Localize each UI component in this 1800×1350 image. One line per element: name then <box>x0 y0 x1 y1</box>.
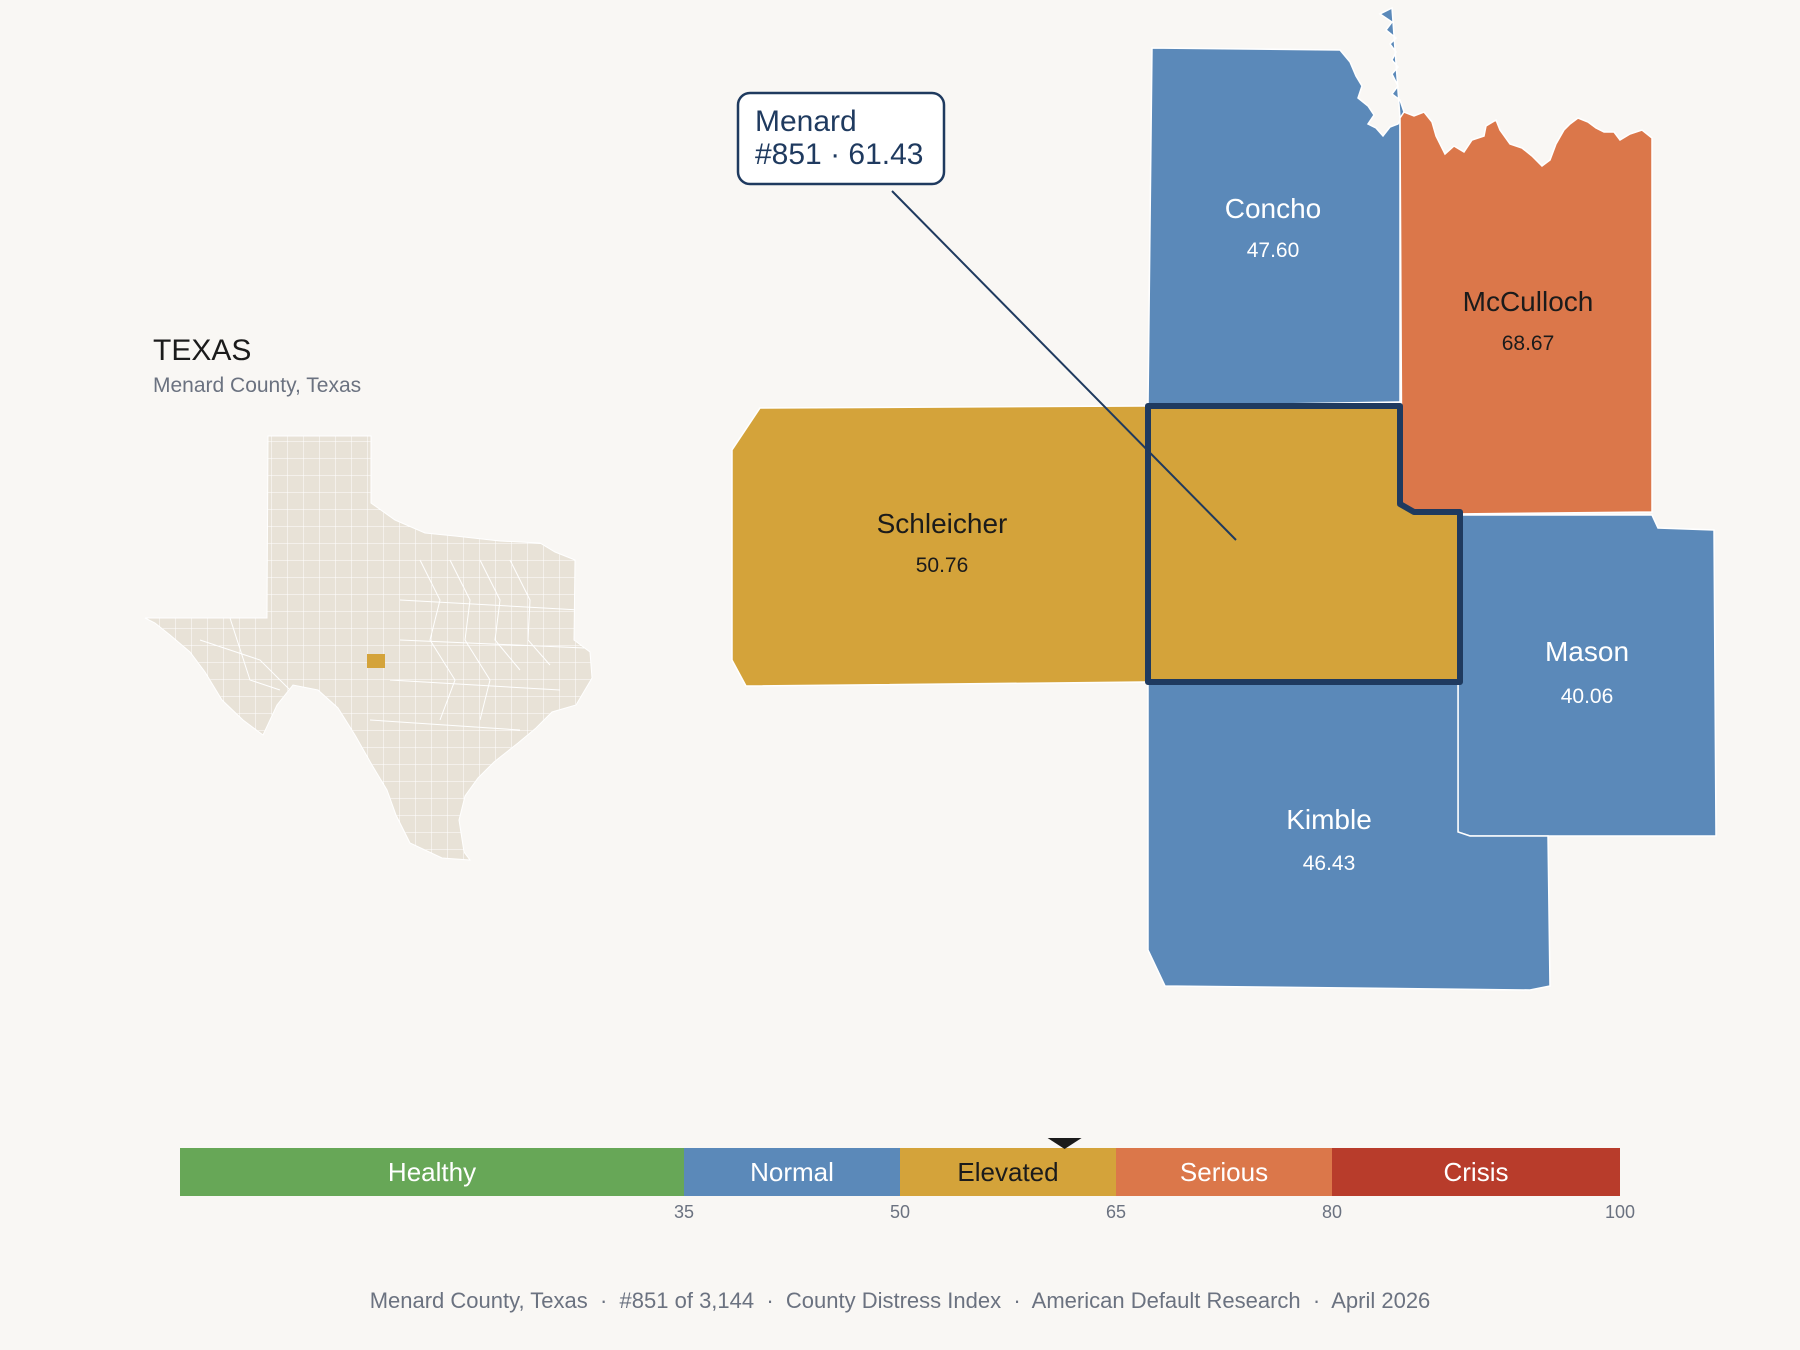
legend-label-serious: Serious <box>1180 1157 1268 1187</box>
legend-tick: 65 <box>1106 1202 1126 1222</box>
legend-ticks: 35 50 65 80 100 <box>674 1202 1635 1222</box>
legend-segment-crisis <box>1332 1148 1620 1196</box>
legend-segment-serious <box>1116 1148 1332 1196</box>
callout-box <box>736 91 946 186</box>
county-labels: Concho 47.60 McCulloch 68.67 Schleicher … <box>877 193 1629 875</box>
county-kimble[interactable] <box>1147 681 1551 991</box>
legend-tick: 80 <box>1322 1202 1342 1222</box>
legend-segment-healthy <box>180 1148 684 1196</box>
legend: Healthy Normal Elevated Serious Crisis 35 50 6… <box>180 1138 1635 1222</box>
callout-title: Menard <box>755 105 857 138</box>
label-schleicher-name: Schleicher <box>877 508 1008 539</box>
label-concho-value: 47.60 <box>1247 239 1300 262</box>
label-kimble-value: 46.43 <box>1303 852 1356 875</box>
counties <box>731 6 1717 991</box>
legend-segment-normal <box>684 1148 900 1196</box>
legend-marker <box>1047 1138 1082 1149</box>
texas-county-lines <box>199 559 586 731</box>
county-schleicher[interactable] <box>731 405 1149 687</box>
label-mcculloch-value: 68.67 <box>1502 332 1555 355</box>
legend-tick: 35 <box>674 1202 694 1222</box>
legend-label-healthy: Healthy <box>388 1157 476 1187</box>
legend-tick: 50 <box>890 1202 910 1222</box>
county-concho[interactable] <box>1147 6 1405 407</box>
callout: Menard #851 · 61.43 <box>736 91 1237 541</box>
label-mcculloch-name: McCulloch <box>1463 286 1594 317</box>
legend-segments: Healthy Normal Elevated Serious Crisis <box>180 1148 1620 1196</box>
legend-label-normal: Normal <box>750 1157 834 1187</box>
label-mason-name: Mason <box>1545 636 1629 667</box>
label-schleicher-value: 50.76 <box>916 554 969 577</box>
state-subtitle: Menard County, Texas <box>153 374 361 397</box>
label-kimble-name: Kimble <box>1286 804 1372 835</box>
label-concho-name: Concho <box>1225 193 1322 224</box>
county-mason[interactable] <box>1457 514 1717 837</box>
legend-tick: 100 <box>1605 1202 1635 1222</box>
state-title: TEXAS <box>153 334 251 367</box>
callout-rank-score: #851 · 61.43 <box>755 138 923 171</box>
label-mason-value: 40.06 <box>1561 685 1614 708</box>
callout-leader-line <box>891 190 1237 541</box>
legend-label-elevated: Elevated <box>957 1157 1058 1187</box>
legend-label-crisis: Crisis <box>1444 1157 1509 1187</box>
texas-shape <box>144 435 593 861</box>
county-mcculloch[interactable] <box>1399 111 1653 515</box>
legend-segment-elevated <box>900 1148 1116 1196</box>
footer-text: Menard County, Texas · #851 of 3,144 · C… <box>370 1288 1431 1313</box>
menard-locator <box>367 654 385 668</box>
state-locator-map: TEXAS Menard County, Texas <box>144 334 593 861</box>
county-menard[interactable] <box>1145 403 1463 685</box>
